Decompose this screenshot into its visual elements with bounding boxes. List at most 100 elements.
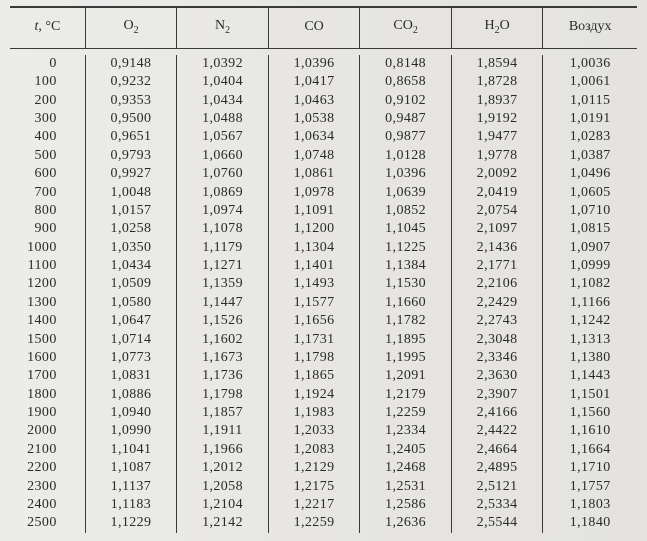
cell-value: 1,0404: [177, 73, 269, 91]
cell-temp: 700: [10, 183, 85, 201]
cell-value: 1,1757: [543, 477, 637, 495]
cell-value: 1,0434: [177, 92, 269, 110]
cell-temp: 2000: [10, 422, 85, 440]
cell-value: 1,1895: [360, 330, 452, 348]
cell-temp: 300: [10, 110, 85, 128]
cell-temp: 600: [10, 165, 85, 183]
cell-value: 1,1304: [268, 239, 360, 257]
cell-temp: 2400: [10, 496, 85, 514]
cell-temp: 1300: [10, 294, 85, 312]
cell-value: 1,1384: [360, 257, 452, 275]
cell-value: 2,3907: [451, 386, 543, 404]
cell-temp: 1200: [10, 275, 85, 293]
cell-value: 1,0538: [268, 110, 360, 128]
cell-value: 2,4895: [451, 459, 543, 477]
cell-value: 1,1166: [543, 294, 637, 312]
cell-value: 1,1710: [543, 459, 637, 477]
cell-value: 1,1857: [177, 404, 269, 422]
table-row: 14001,06471,15261,16561,17822,27431,1242: [10, 312, 637, 330]
table-header-row: t, °CO2N2COCO2H2OВоздух: [10, 7, 637, 48]
cell-value: 1,1082: [543, 275, 637, 293]
cell-temp: 2200: [10, 459, 85, 477]
table-row: 25001,12291,21421,22591,26362,55441,1840: [10, 514, 637, 532]
cell-value: 1,9477: [451, 128, 543, 146]
col-header-t: t, °C: [10, 7, 85, 48]
cell-temp: 1100: [10, 257, 85, 275]
cell-value: 0,9148: [85, 55, 177, 73]
cell-value: 1,0714: [85, 330, 177, 348]
table-row: 19001,09401,18571,19831,22592,41661,1560: [10, 404, 637, 422]
col-header-n2: N2: [177, 7, 269, 48]
cell-value: 1,1924: [268, 386, 360, 404]
cell-value: 1,0815: [543, 220, 637, 238]
cell-value: 1,0605: [543, 183, 637, 201]
cell-value: 0,9793: [85, 147, 177, 165]
cell-value: 1,9192: [451, 110, 543, 128]
cell-value: 1,8937: [451, 92, 543, 110]
cell-value: 1,1271: [177, 257, 269, 275]
table-row: 20001,09901,19111,20331,23342,44221,1610: [10, 422, 637, 440]
cell-value: 1,2586: [360, 496, 452, 514]
cell-value: 1,1242: [543, 312, 637, 330]
cell-value: 1,0350: [85, 239, 177, 257]
cell-value: 1,0760: [177, 165, 269, 183]
cell-value: 2,0092: [451, 165, 543, 183]
cell-value: 1,0634: [268, 128, 360, 146]
table-row: 10001,03501,11791,13041,12252,14361,0907: [10, 239, 637, 257]
cell-temp: 2100: [10, 441, 85, 459]
table-row: 2000,93531,04341,04630,91021,89371,0115: [10, 92, 637, 110]
cell-value: 1,0580: [85, 294, 177, 312]
cell-temp: 1900: [10, 404, 85, 422]
cell-value: 1,0396: [360, 165, 452, 183]
cell-value: 1,0463: [268, 92, 360, 110]
cell-value: 2,3346: [451, 349, 543, 367]
cell-value: 1,1530: [360, 275, 452, 293]
cell-value: 1,2083: [268, 441, 360, 459]
cell-temp: 400: [10, 128, 85, 146]
cell-value: 1,1865: [268, 367, 360, 385]
cell-temp: 800: [10, 202, 85, 220]
cell-value: 1,0978: [268, 183, 360, 201]
cell-value: 2,0419: [451, 183, 543, 201]
cell-value: 2,1771: [451, 257, 543, 275]
cell-value: 1,0509: [85, 275, 177, 293]
table-row: 8001,01571,09741,10911,08522,07541,0710: [10, 202, 637, 220]
col-header-air: Воздух: [543, 7, 637, 48]
cell-value: 1,2259: [268, 514, 360, 532]
cell-value: 1,2259: [360, 404, 452, 422]
cell-value: 2,2429: [451, 294, 543, 312]
cell-value: 2,4422: [451, 422, 543, 440]
table-row: 24001,11831,21041,22171,25862,53341,1803: [10, 496, 637, 514]
cell-value: 2,4664: [451, 441, 543, 459]
cell-value: 1,0115: [543, 92, 637, 110]
cell-value: 1,0710: [543, 202, 637, 220]
cell-value: 1,2142: [177, 514, 269, 532]
cell-value: 1,1664: [543, 441, 637, 459]
cell-value: 1,8594: [451, 55, 543, 73]
cell-value: 1,2334: [360, 422, 452, 440]
cell-value: 1,2012: [177, 459, 269, 477]
cell-value: 1,1443: [543, 367, 637, 385]
cell-value: 1,2129: [268, 459, 360, 477]
cell-value: 1,2058: [177, 477, 269, 495]
table-row: 1000,92321,04041,04170,86581,87281,0061: [10, 73, 637, 91]
table-row: 6000,99271,07601,08611,03962,00921,0496: [10, 165, 637, 183]
table-row: 17001,08311,17361,18651,20912,36301,1443: [10, 367, 637, 385]
cell-value: 0,9500: [85, 110, 177, 128]
cell-value: 1,1731: [268, 330, 360, 348]
cell-temp: 2300: [10, 477, 85, 495]
table-body: 00,91481,03921,03960,81481,85941,0036100…: [10, 48, 637, 532]
table-row: 22001,10871,20121,21291,24682,48951,1710: [10, 459, 637, 477]
cell-value: 1,8728: [451, 73, 543, 91]
cell-value: 2,0754: [451, 202, 543, 220]
table-row: 7001,00481,08691,09781,06392,04191,0605: [10, 183, 637, 201]
table-row: 5000,97931,06601,07481,01281,97781,0387: [10, 147, 637, 165]
cell-value: 1,1526: [177, 312, 269, 330]
cell-value: 1,1995: [360, 349, 452, 367]
cell-temp: 1800: [10, 386, 85, 404]
cell-value: 2,3048: [451, 330, 543, 348]
cell-value: 0,9877: [360, 128, 452, 146]
cell-value: 1,0940: [85, 404, 177, 422]
cell-value: 1,1660: [360, 294, 452, 312]
cell-value: 1,2468: [360, 459, 452, 477]
